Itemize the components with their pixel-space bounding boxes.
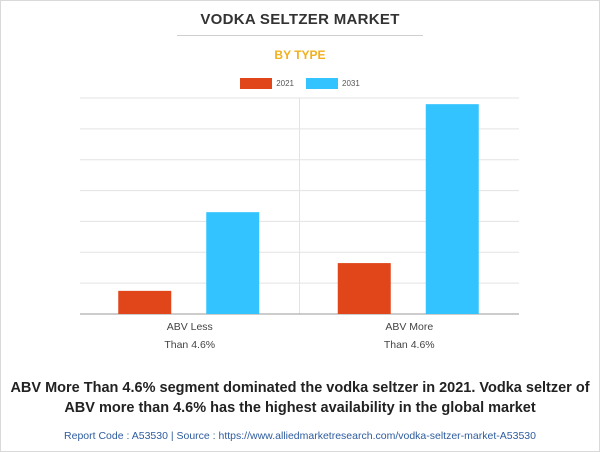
legend-label-2031: 2031 [342,79,360,88]
bar-2031-abv-more [425,104,479,315]
legend-swatch-2031 [306,78,338,89]
chart-legend: 2021 2031 [0,78,600,89]
source-footer: Report Code : A53530 | Source : https://… [64,430,536,442]
bar-2031-abv-less [206,212,260,314]
bar-2021-abv-less [118,290,172,314]
x-tick-label-abv-more: ABV More Than 4.6% [384,321,435,351]
title-divider [177,35,423,36]
legend-label-2021: 2021 [276,79,294,88]
chart-subtitle: BY TYPE [274,48,326,62]
chart-caption: ABV More Than 4.6% segment dominated the… [10,380,590,416]
legend-item-2021: 2021 [240,78,294,89]
bar-2021-abv-more [337,263,391,314]
x-tick-label-abv-less: ABV Less Than 4.6% [164,321,215,351]
bar-chart: ABV Less Than 4.6% ABV More Than 4.6% [80,97,519,351]
legend-swatch-2021 [240,78,273,89]
legend-item-2031: 2031 [306,78,360,89]
chart-title: VODKA SELTZER MARKET [200,11,400,28]
